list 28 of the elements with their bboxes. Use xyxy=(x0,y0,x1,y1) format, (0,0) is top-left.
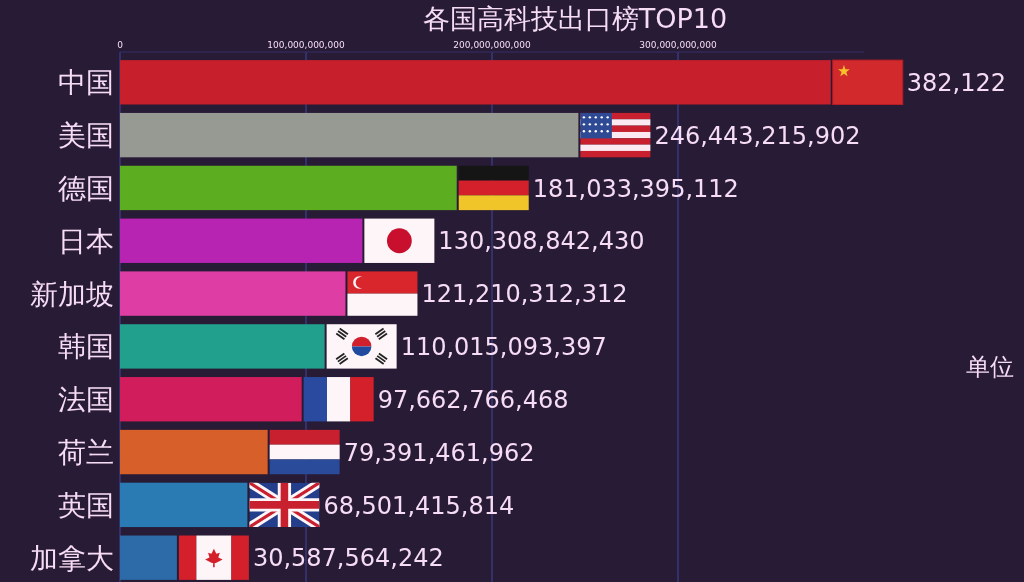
data-label: 246,443,215,902 xyxy=(654,121,861,150)
bar xyxy=(120,165,457,211)
y-tick-label: 新加坡 xyxy=(30,277,114,311)
data-label: 181,033,395,112 xyxy=(532,174,739,203)
y-tick-label: 美国 xyxy=(58,119,114,153)
chart-title: 各国高科技出口榜TOP10 xyxy=(422,3,728,34)
x-tick-label: 100,000,000,000 xyxy=(267,40,345,50)
x-tick-label: 300,000,000,000 xyxy=(639,40,717,50)
y-tick-label: 加拿大 xyxy=(30,541,114,575)
x-tick-label: 200,000,000,000 xyxy=(453,40,531,50)
y-tick-label: 英国 xyxy=(58,488,114,522)
y-tick-label: 中国 xyxy=(58,66,114,100)
text: 单位 xyxy=(966,352,1014,381)
data-label: 79,391,461,962 xyxy=(343,438,535,467)
data-label: 30,587,564,242 xyxy=(252,544,444,573)
data-label: 97,662,766,468 xyxy=(377,385,569,414)
y-tick-label: 德国 xyxy=(58,172,114,206)
y-tick-label: 法国 xyxy=(58,383,114,417)
y-tick-label: 荷兰 xyxy=(58,436,114,470)
text: 382,122 xyxy=(906,68,1006,97)
data-label: 110,015,093,397 xyxy=(400,333,607,362)
x-tick-label: 0 xyxy=(117,40,124,50)
data-label: 130,308,842,430 xyxy=(438,227,645,256)
y-tick-label: 韩国 xyxy=(58,330,114,364)
bar xyxy=(120,429,268,475)
data-label: 121,210,312,312 xyxy=(421,280,628,309)
y-tick-label: 日本 xyxy=(58,224,114,258)
data-label: 68,501,415,814 xyxy=(323,491,515,520)
